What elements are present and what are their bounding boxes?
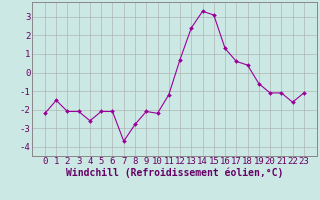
X-axis label: Windchill (Refroidissement éolien,°C): Windchill (Refroidissement éolien,°C) — [66, 168, 283, 178]
